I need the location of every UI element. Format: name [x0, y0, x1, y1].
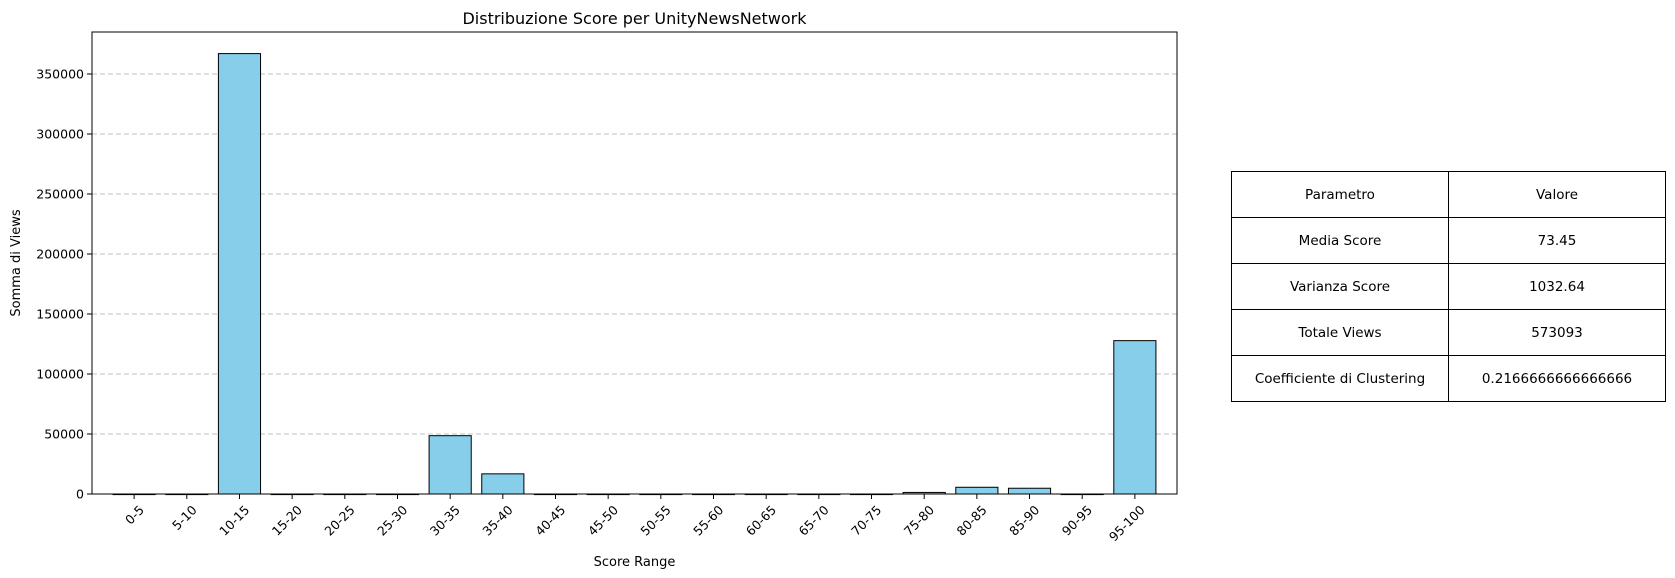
x-tick-label: 80-85 — [953, 502, 989, 538]
bar — [217, 53, 262, 495]
table-cell-parameter: Totale Views — [1231, 309, 1449, 356]
y-tick-label: 200000 — [36, 247, 84, 262]
x-tick-label: 10-15 — [216, 502, 252, 538]
table-row: Coefficiente di Clustering 0.21666666666… — [1231, 355, 1666, 402]
table-header-cell: Parametro — [1231, 171, 1449, 218]
y-tick-label: 300000 — [36, 127, 84, 142]
bar — [481, 473, 525, 495]
bar — [955, 486, 999, 495]
x-tick-label: 5-10 — [169, 502, 200, 533]
y-axis-ticks: 0 50000 100000 150000 200000 250000 300000 3500… — [36, 67, 92, 502]
x-tick-label: 30-35 — [427, 502, 463, 538]
x-axis-label: Score Range — [594, 555, 676, 570]
y-tick-label: 100000 — [36, 367, 84, 382]
bar — [1113, 340, 1157, 495]
table-header-cell: Valore — [1448, 171, 1666, 218]
table-row: Media Score 73.45 — [1231, 217, 1666, 264]
bars — [112, 53, 1157, 496]
y-tick-label: 250000 — [36, 187, 84, 202]
y-tick-label: 350000 — [36, 67, 84, 82]
x-tick-label: 25-30 — [374, 502, 410, 538]
table-cell-value: 573093 — [1448, 309, 1666, 356]
y-tick-label: 0 — [76, 487, 84, 502]
x-tick-label: 60-65 — [743, 502, 779, 538]
y-tick-label: 150000 — [36, 307, 84, 322]
table-header-row: Parametro Valore — [1231, 171, 1666, 218]
x-tick-label: 20-25 — [321, 502, 357, 538]
y-axis-label: Somma di Views — [9, 209, 24, 316]
x-tick-label: 75-80 — [901, 502, 937, 538]
table-cell-parameter: Media Score — [1231, 217, 1449, 264]
table-cell-parameter: Coefficiente di Clustering — [1231, 355, 1449, 402]
x-tick-label: 35-40 — [479, 502, 515, 538]
bar — [428, 435, 472, 495]
x-tick-label: 85-90 — [1006, 502, 1042, 538]
table-cell-value: 0.2166666666666666 — [1448, 355, 1666, 402]
x-tick-label: 0-5 — [122, 502, 147, 527]
x-tick-label: 90-95 — [1059, 502, 1095, 538]
grid-lines — [92, 73, 1177, 435]
x-tick-label: 95-100 — [1106, 502, 1148, 544]
x-tick-label: 55-60 — [690, 502, 726, 538]
y-tick-label: 50000 — [44, 427, 84, 442]
table-row: Varianza Score 1032.64 — [1231, 263, 1666, 310]
table-cell-value: 73.45 — [1448, 217, 1666, 264]
x-tick-label: 70-75 — [848, 502, 884, 538]
plot-frame — [91, 31, 1178, 495]
x-tick-label: 15-20 — [269, 502, 305, 538]
x-tick-label: 45-50 — [585, 502, 621, 538]
x-axis-ticks: 0-5 5-10 10-15 15-20 20-25 25-30 30-35 35-40 40-… — [122, 494, 1148, 544]
x-tick-label: 65-70 — [795, 502, 831, 538]
bar — [1007, 487, 1052, 495]
table-cell-parameter: Varianza Score — [1231, 263, 1449, 310]
chart-title: Distribuzione Score per UnityNewsNetwork — [462, 9, 807, 28]
x-tick-label: 40-45 — [532, 502, 568, 538]
bar-chart: 0 50000 100000 150000 200000 250000 300000 3500… — [9, 9, 1178, 570]
table-row: Totale Views 573093 — [1231, 309, 1666, 356]
x-tick-label: 50-55 — [637, 502, 673, 538]
stats-table: Parametro Valore Media Score 73.45 Varia… — [1231, 171, 1666, 402]
table-cell-value: 1032.64 — [1448, 263, 1666, 310]
